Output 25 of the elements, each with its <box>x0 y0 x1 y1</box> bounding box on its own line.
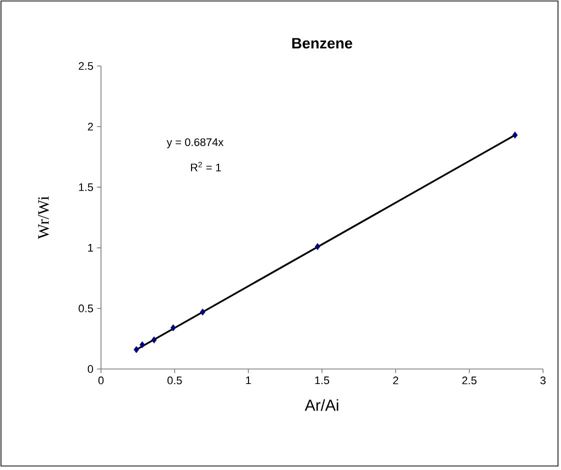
y-tick-label: 0.5 <box>78 304 94 312</box>
x-tick-label: 0.5 <box>167 376 182 384</box>
point <box>200 308 206 316</box>
x-tick-label: 1.5 <box>315 376 330 384</box>
y-tick-label: 1.5 <box>79 183 94 192</box>
x-tick-label: 0 <box>98 376 104 384</box>
chart-title: Benzene <box>292 38 352 48</box>
annotation: y = 0.6874x <box>166 138 224 148</box>
x-tick-label: 2 <box>393 376 398 384</box>
point <box>314 243 320 250</box>
point <box>170 324 176 332</box>
point <box>134 346 140 354</box>
x-tick-label: 2.5 <box>462 376 476 384</box>
y-tick-label: 1 <box>88 244 93 252</box>
x-tick-label: 1 <box>246 376 251 384</box>
point <box>512 132 518 139</box>
x-axis-title: Ar/Ai <box>304 399 338 411</box>
point <box>151 336 157 344</box>
point <box>140 341 145 348</box>
annotation: R$^{2}$ = 1 <box>191 162 221 172</box>
y-tick-label: 0 <box>88 365 94 373</box>
y-tick-label: 2.5 <box>78 62 94 70</box>
x-tick-label: 3 <box>540 376 546 384</box>
y-axis-title: Wr/Wi <box>38 196 49 239</box>
y-tick-label: 2 <box>88 122 93 130</box>
